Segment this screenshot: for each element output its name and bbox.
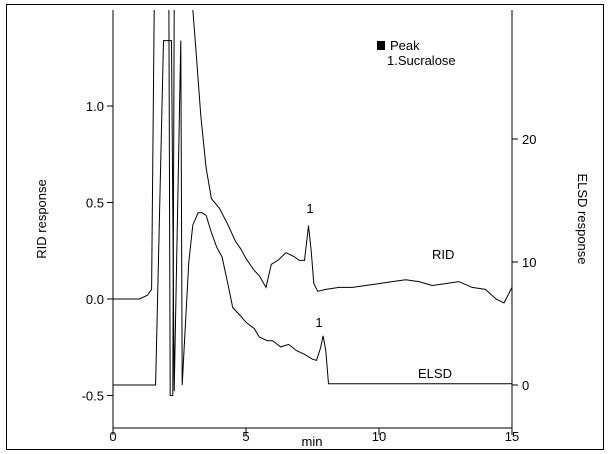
- right-y-tick-label: 20: [522, 132, 536, 147]
- left-y-axis-ticks: -0.5 0.0 0.5 1.0: [82, 99, 113, 404]
- series-layer: [113, 10, 512, 396]
- x-axis-title: min: [302, 434, 323, 449]
- series-line-elsd: [113, 40, 512, 392]
- series-line-rid: [113, 10, 512, 396]
- x-axis-ticks: 0 5 10 15: [109, 428, 519, 444]
- legend-title: Peak: [390, 38, 420, 53]
- x-tick-label: 5: [242, 429, 249, 444]
- left-y-tick-label: 1.0: [86, 99, 104, 114]
- legend-entry-sucralose: 1.Sucralose: [387, 53, 456, 68]
- rid-series-label: RID: [432, 247, 454, 262]
- rid-peak-label: 1: [306, 201, 313, 216]
- right-y-axis-title: ELSD response: [575, 173, 590, 264]
- left-y-axis-title: RID response: [34, 179, 49, 258]
- elsd-series-label: ELSD: [418, 366, 452, 381]
- right-y-axis-ticks: 0 10 20: [512, 132, 536, 393]
- left-y-tick-label: 0.0: [86, 292, 104, 307]
- left-y-tick-label: 0.5: [86, 196, 104, 211]
- figure-frame: [6, 4, 604, 450]
- right-y-tick-label: 10: [522, 255, 536, 270]
- elsd-peak-label: 1: [315, 315, 322, 330]
- x-tick-label: 15: [505, 429, 519, 444]
- x-tick-label: 10: [372, 429, 386, 444]
- right-y-tick-label: 0: [522, 378, 529, 393]
- x-tick-label: 0: [109, 429, 116, 444]
- legend-marker: [377, 41, 385, 50]
- left-y-tick-label: -0.5: [82, 389, 104, 404]
